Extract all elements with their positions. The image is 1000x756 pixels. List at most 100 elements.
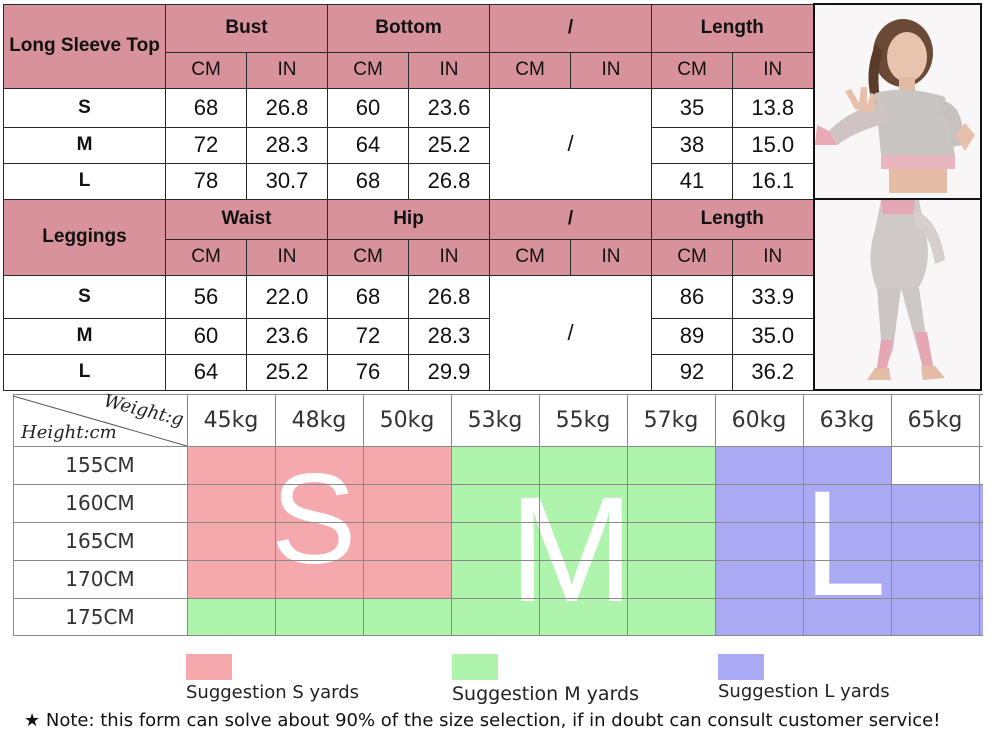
unit-header: IN — [246, 51, 328, 89]
corner-diagonal — [13, 395, 187, 446]
top-section-title: Long Sleeve Top — [3, 3, 166, 89]
weight-height-chart: S M L Weight:g Height:cm 45kg 48kg 50kg 53k… — [13, 390, 983, 636]
table-cell: 68 — [327, 162, 409, 200]
table-cell: 72 — [165, 126, 247, 164]
table-cell: 25.2 — [246, 353, 328, 391]
table-cell: 72 — [327, 317, 409, 355]
table-cell: 33.9 — [732, 274, 814, 319]
grid-line — [13, 484, 983, 485]
group-header: / — [489, 198, 652, 240]
size-label: L — [3, 353, 166, 391]
grid-line — [13, 394, 983, 395]
unit-header: IN — [246, 238, 328, 276]
unit-header: CM — [165, 238, 247, 276]
grid-line — [187, 394, 188, 636]
grid-line — [13, 560, 983, 561]
grid-line — [539, 394, 540, 636]
group-header: Length — [651, 3, 814, 53]
table-cell: 60 — [165, 317, 247, 355]
grid-line — [275, 394, 276, 636]
size-label: L — [3, 162, 166, 200]
table-cell: 76 — [327, 353, 409, 391]
table-cell: 64 — [327, 126, 409, 164]
size-label: M — [3, 126, 166, 164]
unit-header: IN — [732, 51, 814, 89]
table-row: M 72 28.3 64 25.2 38 15.0 — [3, 126, 981, 164]
unit-header: CM — [489, 51, 571, 89]
weight-column-label: 55kg — [555, 408, 611, 433]
unit-header: CM — [489, 238, 571, 276]
group-header: Waist — [165, 198, 328, 240]
size-note: ★ Note: this form can solve about 90% of… — [24, 710, 941, 731]
table-cell: 26.8 — [408, 162, 490, 200]
unit-header: IN — [570, 238, 652, 276]
table-cell: 36.2 — [732, 353, 814, 391]
height-axis-label: Height:cm — [21, 422, 117, 443]
table-cell: 23.6 — [246, 317, 328, 355]
size-label: S — [3, 87, 166, 128]
grid-line — [979, 394, 980, 636]
unit-header: IN — [732, 238, 814, 276]
grid-line — [715, 394, 716, 636]
table-cell: 89 — [651, 317, 733, 355]
table-cell: 86 — [651, 274, 733, 319]
top-product-photo — [812, 3, 982, 200]
grid-line — [13, 598, 983, 599]
model-top-image — [815, 6, 979, 193]
size-s-letter: S — [271, 448, 357, 591]
merged-slash-cell: / — [489, 87, 652, 200]
weight-column-label: 48kg — [291, 408, 347, 433]
table-cell: 26.8 — [246, 87, 328, 128]
table-cell: 28.3 — [408, 317, 490, 355]
table-cell: 64 — [165, 353, 247, 391]
table-cell: 26.8 — [408, 274, 490, 319]
group-header: Hip — [327, 198, 490, 240]
table-cell: 23.6 — [408, 87, 490, 128]
table-cell: 13.8 — [732, 87, 814, 128]
grid-line — [13, 446, 983, 447]
table-cell: 38 — [651, 126, 733, 164]
group-header: / — [489, 3, 652, 53]
legend-m-swatch — [452, 654, 498, 680]
weight-column-label: 60kg — [731, 408, 787, 433]
unit-header: CM — [327, 238, 409, 276]
group-header: Bust — [165, 3, 328, 53]
size-m-letter: M — [509, 465, 634, 633]
table-cell: 68 — [165, 87, 247, 128]
unit-header: IN — [570, 51, 652, 89]
size-label: M — [3, 317, 166, 355]
weight-column-label: 53kg — [467, 408, 523, 433]
weight-column-label: 63kg — [819, 408, 875, 433]
size-label: S — [3, 274, 166, 319]
table-cell: 41 — [651, 162, 733, 200]
table-cell: 15.0 — [732, 126, 814, 164]
legend-s-swatch — [186, 654, 232, 680]
height-row-label: 155CM — [65, 453, 135, 477]
table-row: M 60 23.6 72 28.3 89 35.0 — [3, 317, 981, 355]
table-cell: 25.2 — [408, 126, 490, 164]
size-l-letter: L — [803, 459, 887, 627]
table-cell: 35 — [651, 87, 733, 128]
table-cell: 92 — [651, 353, 733, 391]
table-cell: 35.0 — [732, 317, 814, 355]
unit-header: CM — [651, 51, 733, 89]
height-row-label: 165CM — [65, 529, 135, 553]
table-cell: 56 — [165, 274, 247, 319]
grid-line — [891, 394, 892, 636]
merged-slash-cell: / — [489, 274, 652, 391]
grid-line — [13, 522, 983, 523]
legend-m-label: Suggestion M yards — [452, 683, 640, 705]
legend-l-label: Suggestion L yards — [718, 681, 890, 702]
table-cell: 29.9 — [408, 353, 490, 391]
table-row: S 56 22.0 68 26.8 / 86 33.9 — [3, 274, 981, 391]
grid-line — [803, 394, 804, 636]
size-table: Long Sleeve Top Bust Bottom / Length — [3, 3, 982, 391]
height-row-label: 175CM — [65, 605, 135, 629]
height-row-label: 160CM — [65, 491, 135, 515]
table-cell: 78 — [165, 162, 247, 200]
leggings-product-photo — [812, 198, 982, 391]
legend-s-label: Suggestion S yards — [186, 682, 360, 703]
grid-line — [363, 394, 364, 636]
grid-line — [13, 635, 983, 636]
unit-header: IN — [408, 51, 490, 89]
